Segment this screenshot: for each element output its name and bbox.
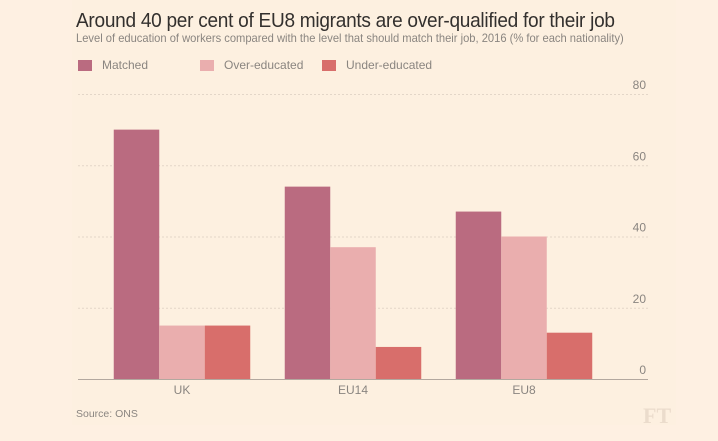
legend-swatch-over-educated — [200, 59, 214, 71]
bar-matched-eu8 — [455, 211, 502, 379]
legend-label: Matched — [102, 58, 149, 72]
legend-item-over-educated: Over-educated — [200, 58, 303, 72]
bar-under-educated-eu8 — [546, 332, 593, 379]
bar-over-educated-eu14 — [330, 247, 376, 379]
y-tick-label: 0 — [639, 363, 646, 377]
legend-swatch-matched — [78, 59, 92, 71]
legend-item-matched: Matched — [78, 58, 148, 72]
legend-swatch-under-educated — [322, 59, 336, 71]
bar-under-educated-uk — [204, 325, 251, 379]
y-tick-label: 60 — [633, 149, 647, 163]
source-note: Source: ONS — [76, 408, 138, 420]
y-tick-label: 20 — [633, 292, 647, 306]
legend-label: Over-educated — [224, 58, 304, 72]
x-tick-label: EU8 — [512, 383, 536, 397]
bar-matched-uk — [113, 129, 160, 379]
legend-item-under-educated: Under-educated — [322, 58, 432, 72]
x-tick-label: UK — [174, 383, 191, 397]
y-tick-label: 80 — [633, 78, 647, 92]
ft-logo: FT — [643, 403, 672, 428]
bar-under-educated-eu14 — [375, 346, 422, 379]
bar-matched-eu14 — [284, 186, 331, 379]
chart-title: Around 40 per cent of EU8 migrants are o… — [76, 9, 615, 32]
y-tick-label: 40 — [633, 221, 647, 235]
legend-label: Under-educated — [346, 58, 433, 72]
bar-over-educated-eu8 — [501, 236, 547, 379]
bar-over-educated-uk — [159, 325, 205, 379]
chart-subtitle: Level of education of workers compared w… — [76, 31, 624, 45]
x-tick-label: EU14 — [338, 383, 368, 397]
